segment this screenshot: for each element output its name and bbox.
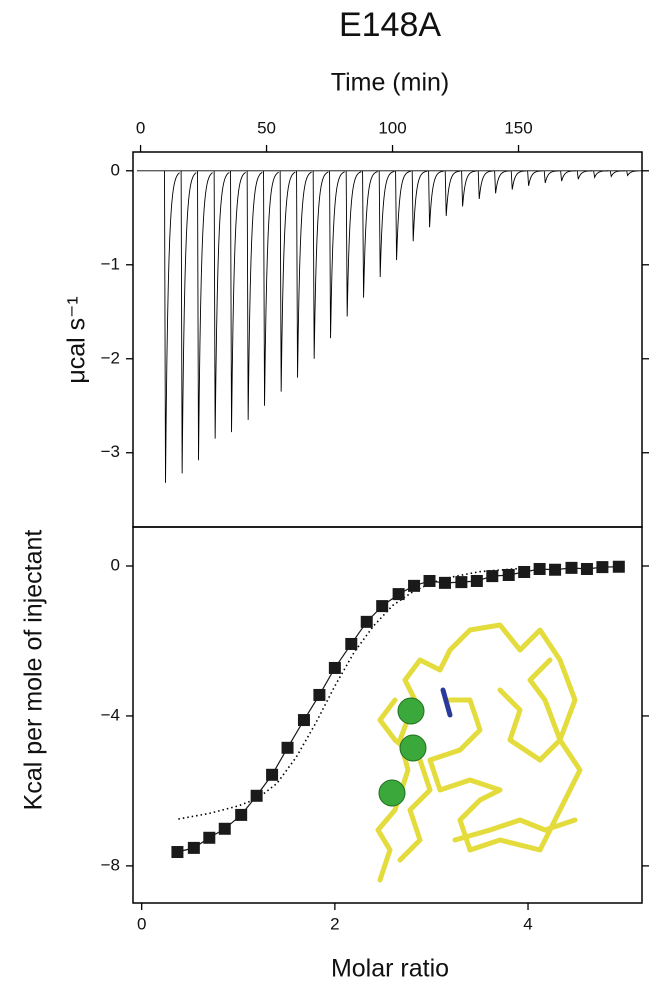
data-point — [345, 637, 358, 650]
injection-peak — [626, 170, 642, 177]
injection-peak — [428, 170, 444, 228]
injection-peak — [164, 170, 180, 483]
injection-peak — [510, 170, 527, 190]
injection-peak — [444, 170, 461, 216]
data-point — [438, 576, 451, 589]
y-tick-label: −3 — [101, 442, 120, 461]
y-tick-label: −2 — [101, 348, 120, 367]
injection-peak — [213, 170, 230, 439]
ion — [399, 734, 427, 762]
data-point — [470, 574, 483, 587]
injection-peak — [246, 170, 263, 420]
data-point — [297, 714, 310, 727]
residue-highlight — [440, 687, 453, 718]
data-point — [455, 576, 468, 589]
y-axis-label: Kcal per mole of injectant — [20, 530, 48, 811]
backbone — [497, 657, 563, 763]
injection-peak — [527, 170, 543, 186]
structure-inset — [375, 622, 583, 883]
data-point — [533, 562, 546, 575]
plot-frame — [132, 151, 643, 528]
injection-peak — [230, 170, 246, 433]
data-point — [360, 615, 373, 628]
injection-peak — [543, 170, 560, 184]
data-point — [266, 768, 279, 781]
backbone — [375, 647, 453, 883]
data-point — [596, 561, 609, 574]
injection-peak — [411, 170, 428, 242]
data-point — [502, 568, 515, 581]
injection-peak — [296, 170, 312, 378]
ion — [397, 697, 425, 725]
data-point — [392, 588, 405, 601]
x-axis-label: Molar ratio — [331, 955, 449, 983]
data-point — [518, 565, 531, 578]
y-tick-label: −1 — [101, 254, 120, 273]
data-point — [549, 563, 562, 576]
data-point — [235, 808, 248, 821]
y-tick-label: 0 — [111, 555, 120, 574]
injection-peak — [279, 170, 296, 392]
injection-peak — [609, 170, 626, 178]
x-tick-label: 0 — [137, 914, 146, 933]
injection-peak — [362, 170, 378, 298]
backbone — [452, 817, 578, 843]
injection-peak — [378, 170, 395, 278]
x-axis-label: Time (min) — [331, 69, 450, 97]
injection-peak — [576, 170, 593, 180]
data-point — [565, 561, 578, 574]
chart-title: E148A — [339, 6, 441, 44]
data-point — [328, 661, 341, 674]
injection-peak — [593, 170, 609, 179]
injection-peak — [494, 170, 510, 194]
data-point — [187, 841, 200, 854]
data-point — [250, 789, 263, 802]
data-point — [580, 562, 593, 575]
backbone — [377, 697, 433, 863]
plot-frame — [132, 526, 643, 904]
x-tick-label: 2 — [330, 914, 339, 933]
x-tick-label: 0 — [136, 118, 145, 137]
injection-peak — [180, 170, 197, 474]
y-tick-label: −8 — [101, 855, 120, 874]
data-point — [281, 741, 294, 754]
y-tick-label: 0 — [111, 160, 120, 179]
ion — [378, 779, 406, 807]
data-point — [612, 560, 625, 573]
injection-peak — [345, 170, 362, 317]
injection-peak — [477, 170, 494, 200]
data-point — [376, 600, 389, 613]
data-point — [423, 574, 436, 587]
injection-peak — [312, 170, 329, 359]
x-tick-label: 100 — [378, 118, 406, 137]
data-point — [408, 579, 421, 592]
data-point — [171, 846, 184, 859]
data-point — [313, 688, 326, 701]
data-point — [218, 822, 231, 835]
data-point — [486, 570, 499, 583]
injection-peak — [263, 170, 279, 406]
backbone — [427, 622, 583, 853]
y-axis-label: μcal s⁻¹ — [63, 296, 91, 383]
injection-peak — [461, 170, 477, 207]
x-tick-label: 50 — [257, 118, 276, 137]
injection-peak — [560, 170, 576, 182]
x-tick-label: 150 — [504, 118, 532, 137]
injection-peak — [329, 170, 345, 339]
injection-peak — [395, 170, 411, 261]
y-tick-label: −4 — [101, 705, 120, 724]
x-tick-label: 4 — [523, 914, 532, 933]
data-point — [203, 831, 216, 844]
injection-peak — [197, 170, 213, 461]
